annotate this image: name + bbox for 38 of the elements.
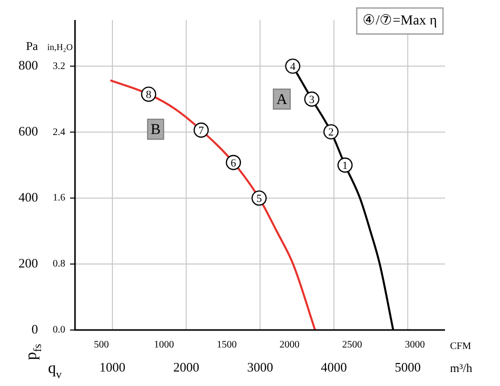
x-tick-label: 1500	[216, 340, 237, 351]
annotation: 1	[342, 160, 348, 172]
y-axis-title: Pa	[26, 39, 39, 53]
annotation: 8	[146, 89, 152, 102]
y2-tick-label: 3.2	[52, 60, 66, 72]
x2-tick-label: 1000	[99, 359, 126, 374]
y2-tick-label: 2.4	[52, 126, 66, 138]
y2-axis-title: in,H₂O	[47, 42, 74, 52]
text: pfs	[23, 344, 44, 360]
x-axis-title: CFM	[450, 341, 472, 352]
y2-tick-label: 1.6	[52, 192, 66, 204]
y2-tick-label: 0.0	[52, 324, 66, 336]
annotation: ④/⑦=Max η	[362, 14, 438, 29]
annotation: 3	[309, 94, 316, 106]
x2-axis-title: m³/h	[450, 361, 472, 375]
line-series	[109, 79, 316, 330]
y-tick-label: 800	[18, 58, 38, 73]
y2-tick-label: 0.8	[52, 258, 66, 270]
y-tick-label: 600	[18, 124, 38, 139]
x2-tick-label: 4000	[320, 359, 347, 374]
annotation: 6	[230, 157, 237, 170]
x2-tick-label: 2000	[173, 359, 200, 374]
annotation: 2	[328, 126, 334, 139]
x-tick-label: 3000	[404, 340, 425, 351]
x-tick-label: 2500	[342, 340, 362, 351]
x-tick-label: 500	[94, 340, 109, 351]
annotation: 7	[198, 125, 204, 138]
annotation: 5	[256, 192, 262, 205]
series-label: B	[150, 122, 161, 138]
x-tick-label: 2000	[279, 340, 300, 351]
x-tick-label: 1000	[154, 340, 174, 351]
x2-tick-label: 3000	[247, 359, 274, 374]
x2-tick-label: 5000	[394, 359, 421, 374]
annotation: 4	[290, 61, 296, 74]
y-tick-label: 400	[18, 190, 38, 205]
series-label: A	[276, 92, 288, 108]
y-tick-label: 0	[32, 321, 38, 336]
y-tick-label: 200	[18, 255, 38, 270]
